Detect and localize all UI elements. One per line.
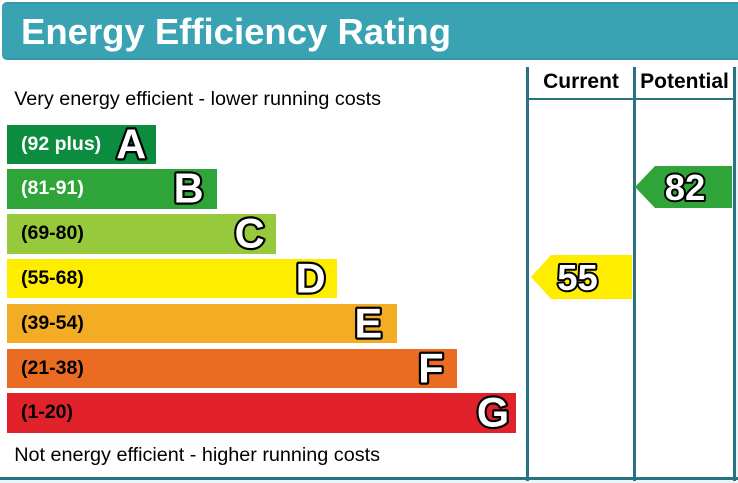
svg-text:B: B bbox=[174, 165, 204, 212]
svg-text:D: D bbox=[296, 254, 326, 301]
svg-text:55: 55 bbox=[557, 256, 598, 297]
svg-text:C: C bbox=[235, 209, 265, 256]
svg-text:G: G bbox=[477, 389, 509, 436]
svg-text:A: A bbox=[116, 120, 146, 167]
svg-text:F: F bbox=[418, 344, 443, 391]
svg-text:82: 82 bbox=[665, 167, 706, 208]
svg-text:E: E bbox=[355, 299, 383, 346]
